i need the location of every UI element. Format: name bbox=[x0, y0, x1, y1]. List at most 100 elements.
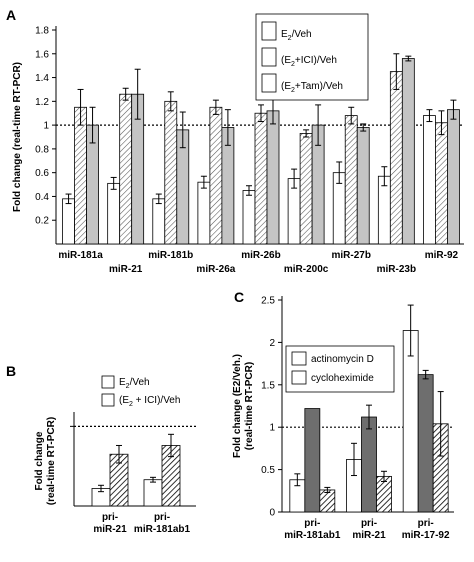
panel-c-category-label: pri- bbox=[418, 518, 434, 529]
panel-a-error-bar bbox=[360, 123, 367, 132]
panel-b-category-label: pri- bbox=[102, 512, 118, 523]
panel-c-bar-cycloheximide bbox=[319, 489, 336, 513]
panel-a-error-bar bbox=[224, 109, 231, 146]
panel-a-bar-e2-ici-veh bbox=[435, 122, 448, 245]
panel-a-category-label: miR-23b bbox=[377, 264, 416, 275]
panel-c-y-tick-label: 1 bbox=[269, 423, 275, 434]
panel-a-bar-e2-veh bbox=[242, 190, 256, 245]
panel-b-y-axis-label: Fold change bbox=[34, 431, 45, 490]
panel-b-error-bar bbox=[98, 484, 104, 493]
panel-a-error-bar bbox=[200, 175, 207, 189]
panel-c-category-label: miR-181ab1 bbox=[284, 530, 341, 541]
panel-a-bar-e2-veh bbox=[197, 181, 211, 245]
panel-a-error-bar bbox=[110, 176, 117, 190]
panel-c-bar-actinomycin-d bbox=[417, 374, 434, 513]
panel-a-bar-e2-veh bbox=[423, 115, 436, 245]
panel-b-error-bar bbox=[150, 476, 156, 483]
panel-a-bar-e2-ici-veh bbox=[209, 106, 223, 245]
panel-a-bar-e2-veh bbox=[62, 198, 75, 245]
panel-b-bar-e2-veh bbox=[143, 479, 163, 507]
panel-c-legend-label: cycloheximide bbox=[311, 373, 374, 384]
panel-a-error-bar bbox=[291, 168, 298, 189]
panel-label-b: B bbox=[6, 363, 16, 379]
panel-a-error-bar bbox=[77, 88, 84, 126]
panel-c-y-axis-label: Fold change (E2/Veh.) bbox=[232, 354, 243, 458]
panel-c-error-bar bbox=[324, 486, 331, 493]
panel-c-y-tick-label: 1.5 bbox=[261, 380, 275, 391]
panel-a-y-tick-label: 0.6 bbox=[35, 168, 49, 179]
panel-a-bar-e2-ici-veh bbox=[254, 112, 268, 245]
panel-a-category-label: miR-181a bbox=[58, 250, 103, 261]
panel-a-bar-e2-tam-veh bbox=[356, 127, 370, 245]
panel-a-bar-e2-ici-veh bbox=[344, 115, 358, 245]
panel-a-y-tick-label: 0.4 bbox=[35, 192, 49, 203]
panel-c-error-bar bbox=[407, 304, 414, 357]
panel-a-error-bar bbox=[426, 109, 433, 123]
panel-a-bar-e2-ici-veh bbox=[164, 100, 178, 245]
panel-c-legend-swatch bbox=[291, 351, 307, 366]
panel-a-legend-label: (E2+Tam)/Veh bbox=[281, 81, 343, 94]
panel-a-category-label: miR-27b bbox=[331, 250, 370, 261]
panel-label-a: A bbox=[6, 7, 16, 23]
panel-b-category-label: miR-21 bbox=[93, 524, 127, 535]
panel-a-bar-e2-ici-veh bbox=[119, 93, 133, 245]
panel-c-error-bar bbox=[422, 369, 429, 380]
panel-a-category-label: miR-26b bbox=[241, 250, 280, 261]
panel-c-legend-label: actinomycin D bbox=[311, 354, 374, 365]
panel-a-y-tick-label: 0.8 bbox=[35, 144, 49, 155]
panel-a-error-bar bbox=[212, 99, 219, 115]
panel-a-bar-e2-ici-veh bbox=[299, 133, 313, 245]
panel-b-legend: E2/Veh (E2 + ICI)/Veh bbox=[101, 375, 180, 408]
panel-c-category-label: pri- bbox=[304, 518, 320, 529]
panel-a-bar-e2-tam-veh bbox=[401, 58, 415, 245]
panel-a-y-tick-label: 1.6 bbox=[35, 49, 49, 60]
panel-c-error-bar bbox=[294, 473, 301, 487]
panel-a-y-axis-label: Fold change (real-time RT-PCR) bbox=[12, 62, 23, 212]
panel-c-category-label: miR-17-92 bbox=[402, 530, 450, 541]
panel-a-error-bar bbox=[155, 193, 162, 205]
panel-a-error-bar bbox=[303, 129, 310, 138]
panel-a-error-bar bbox=[65, 193, 72, 205]
panel-c-legend: actinomycin D cycloheximide bbox=[285, 345, 395, 393]
panel-c-category-label: pri- bbox=[361, 518, 377, 529]
panel-c-y-tick-label: 0.5 bbox=[261, 465, 275, 476]
panel-a-error-bar bbox=[89, 106, 96, 144]
panel-a-legend: E2/Veh (E2+ICI)/Veh (E2+Tam)/Veh bbox=[255, 13, 369, 101]
panel-c-y-tick-label: 2 bbox=[269, 338, 275, 349]
panel-a-category-label: miR-92 bbox=[425, 250, 459, 261]
panel-a-error-bar bbox=[122, 87, 129, 101]
panel-a-bar-e2-tam-veh bbox=[447, 109, 460, 245]
panel-c-y-tick-label: 0 bbox=[269, 508, 275, 519]
panel-a-error-bar bbox=[134, 68, 141, 120]
panel-a-error-bar bbox=[405, 55, 412, 62]
panel-a-bar-e2-ici-veh bbox=[74, 106, 87, 245]
panel-c-error-bar bbox=[366, 404, 372, 430]
panel-a-error-bar bbox=[438, 110, 445, 136]
panel-a-bar-e2-ici-veh bbox=[389, 71, 403, 245]
panel-c-category-label: miR-21 bbox=[352, 530, 386, 541]
panel-b-category-label: pri- bbox=[154, 512, 170, 523]
panel-c-bar-actinomycin-d bbox=[304, 408, 321, 513]
panel-a-error-bar bbox=[393, 53, 400, 90]
panel-c-chart: 00.511.522.5pri-miR-181ab1pri-miR-21pri-… bbox=[232, 296, 454, 541]
panel-a-category-label: miR-181b bbox=[148, 250, 193, 261]
panel-c-bar-e2-veh bbox=[402, 330, 419, 513]
panel-a-category-label: miR-26a bbox=[196, 264, 235, 275]
panel-a-bar-e2-tam-veh bbox=[266, 110, 280, 245]
panel-label-c: C bbox=[234, 289, 244, 305]
panel-b-legend-label: E2/Veh bbox=[119, 377, 150, 390]
panel-a-y-tick-label: 0.2 bbox=[35, 216, 49, 227]
panel-a-error-bar bbox=[246, 185, 252, 196]
panel-c-error-bar bbox=[437, 391, 444, 457]
panel-b-y-axis-label: (real-time RT-PCR) bbox=[46, 417, 57, 505]
panel-a-legend-label: (E2+ICI)/Veh bbox=[281, 55, 337, 68]
panel-a-error-bar bbox=[348, 106, 355, 125]
panel-b-legend-swatch bbox=[101, 375, 115, 389]
panel-b-error-bar bbox=[116, 444, 122, 464]
panel-a-category-label: miR-21 bbox=[109, 264, 143, 275]
panel-a-legend-label: E2/Veh bbox=[281, 29, 312, 42]
panel-a-error-bar bbox=[381, 166, 388, 187]
panel-c-y-tick-label: 2.5 bbox=[261, 296, 275, 307]
panel-a-y-tick-label: 1.8 bbox=[35, 26, 49, 37]
